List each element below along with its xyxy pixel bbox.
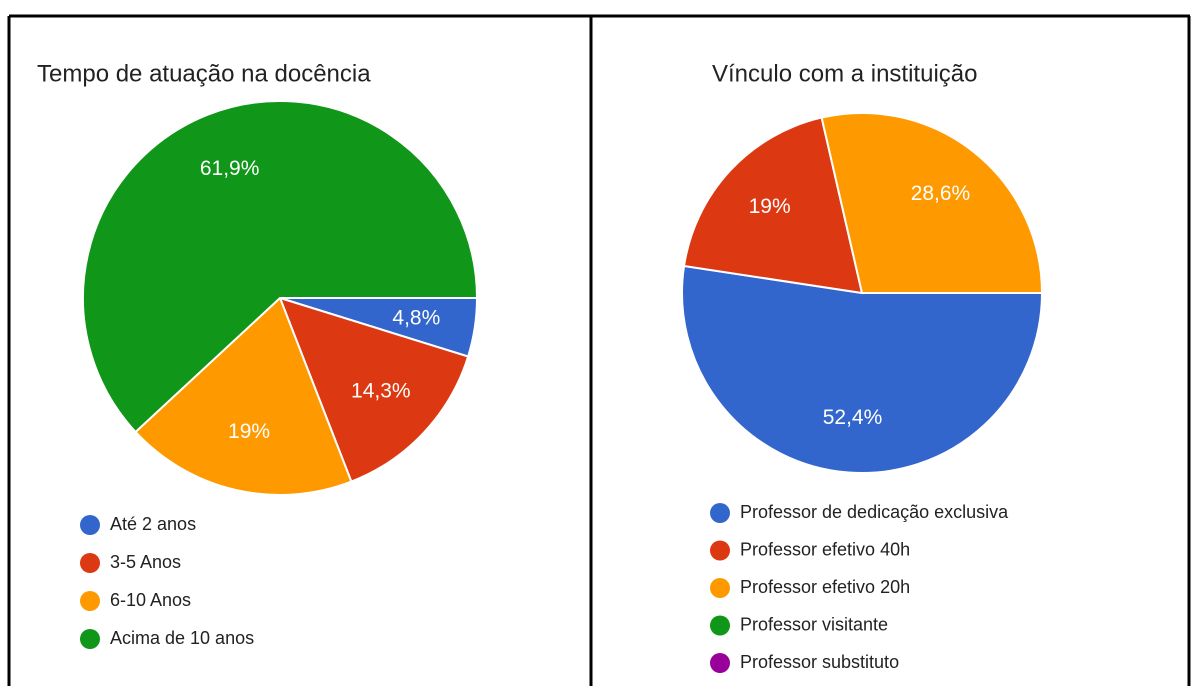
chart-title: Tempo de atuação na docência [37, 60, 371, 87]
legend-swatch [80, 591, 100, 611]
pie-slice [134, 296, 353, 496]
legend-swatch [80, 515, 100, 535]
slice-label: 4,8% [392, 306, 440, 329]
slice-label: 52,4% [823, 406, 883, 429]
slice-label: 28,6% [911, 182, 971, 205]
slice-label: 14,3% [351, 380, 411, 403]
legend-swatch [710, 540, 730, 561]
legend-swatch [710, 503, 730, 523]
legend-label: 6-10 Anos [110, 590, 191, 610]
slice-label: 19% [749, 195, 791, 218]
legend-label: Professor efetivo 20h [740, 577, 910, 597]
pie-slice [681, 264, 1044, 474]
pie-slice [82, 100, 479, 434]
legend-label: Professor substituto [740, 652, 899, 672]
legend-swatch [710, 615, 730, 636]
pie-slice [278, 296, 470, 483]
legend-swatch [710, 653, 730, 673]
legend-label: Professor visitante [740, 614, 888, 634]
pie-slice [682, 116, 864, 295]
chart-title: Vínculo com a instituição [712, 60, 977, 87]
legend-label: Até 2 anos [110, 514, 196, 534]
legend-label: 3-5 Anos [110, 552, 181, 572]
legend-label: Acima de 10 anos [110, 628, 254, 648]
legend-swatch [80, 553, 100, 573]
legend-label: Professor efetivo 40h [740, 539, 910, 559]
pie-slice [820, 112, 1044, 294]
legend-swatch [710, 578, 730, 598]
legend-swatch [80, 629, 100, 649]
slice-label: 61,9% [200, 157, 260, 180]
legend-label: Professor de dedicação exclusiva [740, 502, 1009, 522]
slice-label: 19% [228, 420, 270, 443]
